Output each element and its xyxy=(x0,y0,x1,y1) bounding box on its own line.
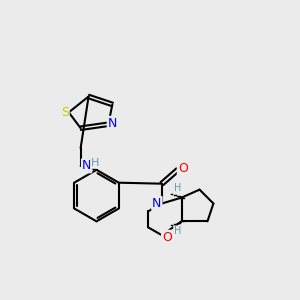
Text: S: S xyxy=(61,106,69,119)
Text: N: N xyxy=(82,159,91,172)
Text: O: O xyxy=(162,231,172,244)
Text: O: O xyxy=(178,162,188,175)
Text: H: H xyxy=(174,183,182,193)
Text: N: N xyxy=(108,117,117,130)
Text: N: N xyxy=(152,197,162,210)
Text: H: H xyxy=(174,226,182,236)
Text: H: H xyxy=(91,158,100,168)
